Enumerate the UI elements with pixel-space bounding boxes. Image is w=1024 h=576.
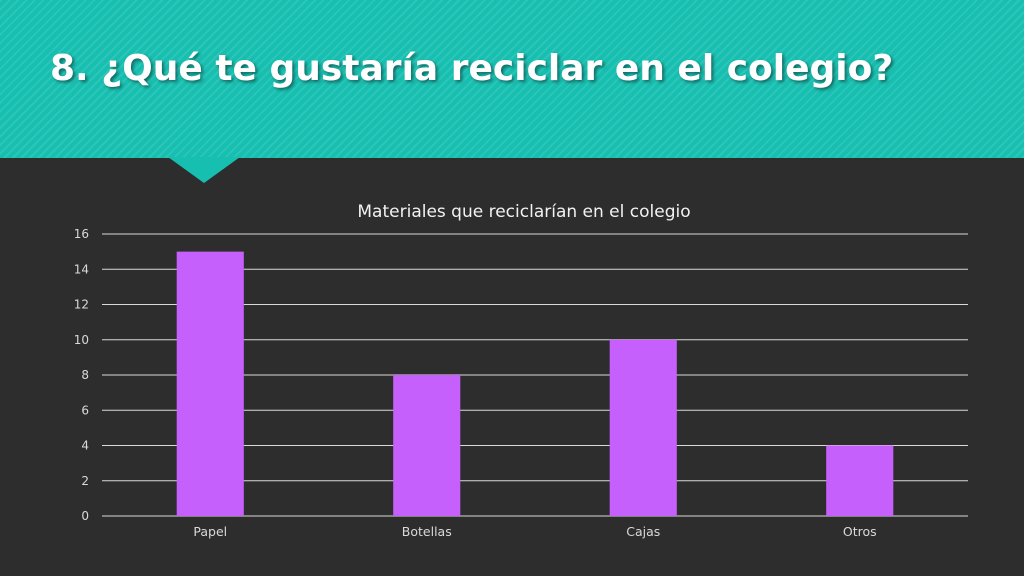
chart-bars	[176, 251, 894, 516]
x-category-label: Botellas	[402, 524, 452, 539]
y-tick-label: 10	[74, 333, 89, 347]
x-category-label: Papel	[193, 524, 227, 539]
x-axis-labels: Papel Botellas Cajas Otros	[193, 524, 876, 539]
y-tick-label: 2	[81, 474, 89, 488]
slide-title: 8. ¿Qué te gustaría reciclar en el coleg…	[50, 48, 894, 89]
bar-otros	[826, 445, 894, 516]
bar-botellas	[393, 375, 461, 516]
y-tick-label: 0	[81, 509, 89, 523]
y-tick-label: 8	[81, 368, 89, 382]
banner-notch	[168, 157, 240, 183]
y-tick-label: 4	[81, 439, 89, 453]
bar-cajas	[609, 339, 677, 516]
y-axis-ticks: 0 2 4 6 8 10 12 14 16	[74, 227, 89, 523]
bar-papel	[176, 251, 244, 516]
y-tick-label: 16	[74, 227, 89, 241]
y-tick-label: 12	[74, 298, 89, 312]
y-tick-label: 6	[81, 403, 89, 417]
title-banner	[0, 0, 1024, 158]
y-tick-label: 14	[74, 262, 89, 276]
chart-title: Materiales que reciclarían en el colegio	[357, 202, 690, 222]
x-category-label: Otros	[843, 524, 877, 539]
x-category-label: Cajas	[626, 524, 660, 539]
chart-gridlines	[102, 233, 968, 517]
